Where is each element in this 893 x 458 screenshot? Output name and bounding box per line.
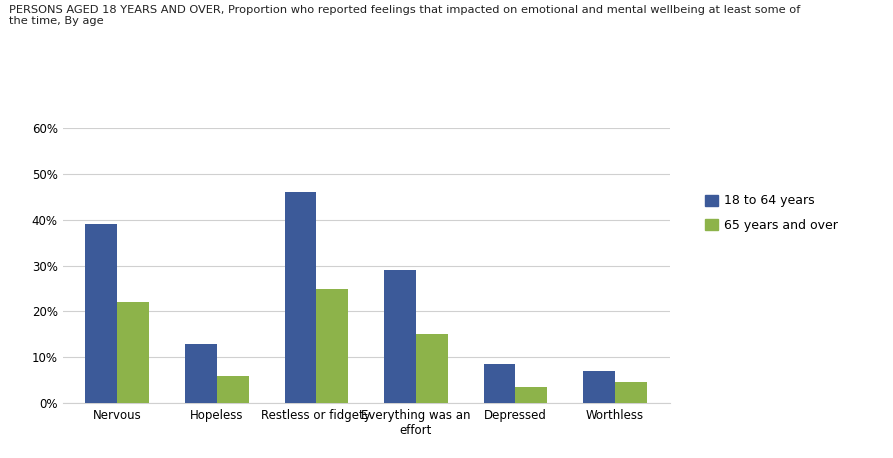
Bar (384, 270, 416, 403)
Legend: 18 to 64 years, 65 years and over: 18 to 64 years, 65 years and over (700, 190, 843, 237)
Bar (117, 302, 149, 403)
Bar (316, 289, 348, 403)
Bar (484, 364, 515, 403)
Bar (583, 371, 615, 403)
Bar (515, 387, 547, 403)
Bar (86, 224, 117, 403)
Bar (615, 382, 647, 403)
Bar (416, 334, 447, 403)
Bar (285, 192, 316, 403)
Bar (217, 376, 248, 403)
Bar (185, 344, 217, 403)
Text: PERSONS AGED 18 YEARS AND OVER, Proportion who reported feelings that impacted o: PERSONS AGED 18 YEARS AND OVER, Proporti… (9, 5, 800, 26)
